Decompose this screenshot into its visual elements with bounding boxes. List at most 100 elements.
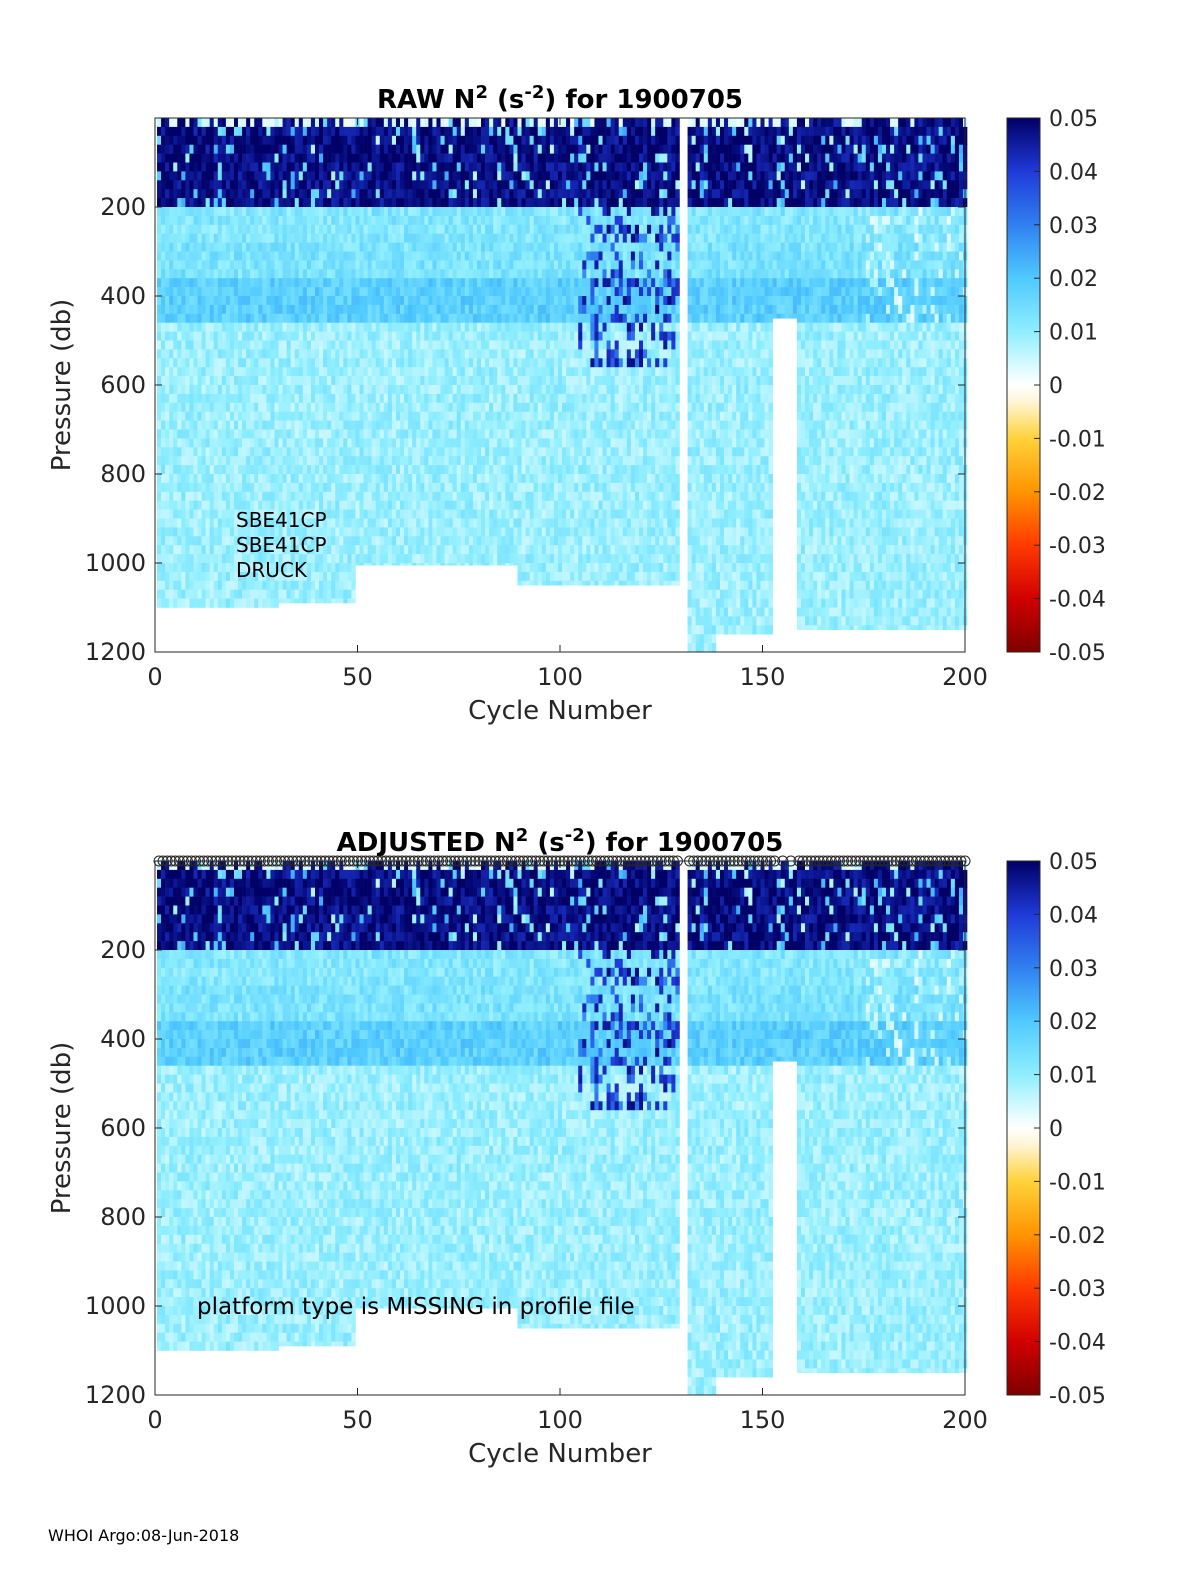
heatmap-cell (408, 189, 413, 199)
heatmap-cell (246, 180, 251, 190)
heatmap-cell (387, 224, 393, 234)
heatmap-cell (306, 242, 312, 252)
heatmap-cell (201, 563, 206, 573)
heatmap-cell (266, 189, 271, 199)
heatmap-cell (501, 331, 506, 341)
heatmap-cell (464, 491, 470, 501)
heatmap-cell (432, 349, 437, 359)
heatmap-cell (412, 198, 417, 208)
heatmap-cell (343, 402, 348, 412)
heatmap-cell (286, 251, 291, 261)
heatmap-cell (310, 491, 316, 501)
heatmap-cell (408, 465, 413, 475)
heatmap-cell (476, 171, 482, 181)
heatmap-cell (327, 536, 332, 546)
heatmap-cell (481, 215, 486, 226)
heatmap-cell (310, 500, 316, 510)
heatmap-cell (533, 162, 539, 172)
heatmap-cell (460, 118, 466, 128)
heatmap-cell (448, 420, 453, 430)
heatmap-cell (286, 313, 291, 323)
heatmap-cell (229, 385, 235, 395)
heatmap-cell (444, 215, 449, 226)
heatmap-cell (274, 545, 279, 555)
heatmap-cell (213, 144, 219, 154)
heatmap-cell (448, 518, 453, 528)
heatmap-cell (262, 491, 267, 501)
heatmap-cell (424, 296, 429, 306)
heatmap-cell (387, 500, 393, 510)
heatmap-cell (197, 251, 202, 261)
heatmap-cell (258, 126, 263, 137)
heatmap-cell (233, 429, 239, 439)
heatmap-cell (327, 215, 332, 226)
heatmap-cell (420, 313, 425, 323)
heatmap-cell (169, 527, 174, 537)
heatmap-cell (485, 153, 490, 163)
heatmap-cell (408, 545, 413, 555)
heatmap-cell (481, 402, 486, 412)
heatmap-cell (270, 465, 275, 475)
heatmap-cell (185, 313, 190, 323)
heatmap-cell (331, 385, 336, 395)
heatmap-cell (456, 242, 462, 252)
heatmap-cell (416, 180, 421, 190)
heatmap-cell (314, 411, 320, 421)
heatmap-cell (161, 554, 166, 564)
heatmap-cell (286, 598, 291, 604)
heatmap-cell (286, 456, 291, 466)
heatmap-cell (177, 598, 182, 608)
heatmap-cell (165, 536, 170, 546)
heatmap-cell (229, 527, 235, 537)
heatmap-cell (221, 474, 227, 484)
heatmap-cell (472, 313, 478, 323)
heatmap-cell (416, 322, 421, 332)
heatmap-cell (440, 411, 445, 421)
heatmap-cell (460, 340, 466, 350)
heatmap-cell (221, 189, 227, 199)
heatmap-cell (157, 358, 162, 368)
heatmap-cell (302, 135, 308, 145)
heatmap-cell (424, 126, 429, 137)
heatmap-cell (464, 198, 470, 208)
heatmap-cell (282, 554, 287, 564)
heatmap-cell (221, 322, 227, 332)
heatmap-cell (213, 580, 219, 590)
heatmap-cell (420, 331, 425, 341)
heatmap-cell (468, 474, 474, 484)
heatmap-cell (533, 482, 539, 493)
heatmap-cell (213, 563, 219, 573)
heatmap-cell (335, 189, 340, 199)
heatmap-cell (262, 402, 267, 412)
heatmap-cell (177, 465, 182, 475)
heatmap-cell (185, 545, 190, 555)
heatmap-cell (464, 447, 470, 457)
heatmap-cell (258, 322, 263, 332)
heatmap-cell (355, 420, 360, 430)
heatmap-cell (521, 429, 526, 439)
heatmap-cell (157, 349, 162, 359)
heatmap-cell (161, 251, 166, 261)
heatmap-cell (525, 376, 530, 386)
heatmap-cell (201, 465, 206, 475)
heatmap-cell (517, 393, 522, 404)
heatmap-cell (355, 518, 360, 528)
heatmap-cell (310, 260, 316, 270)
heatmap-cell (387, 420, 393, 430)
heatmap-cell (306, 349, 312, 359)
heatmap-cell (371, 500, 377, 510)
heatmap-cell (481, 340, 486, 350)
heatmap-cell (509, 233, 514, 243)
heatmap-cell (501, 474, 506, 484)
heatmap-cell (404, 438, 409, 448)
heatmap-cell (327, 420, 332, 430)
heatmap-cell (254, 215, 259, 226)
heatmap-cell (221, 402, 227, 412)
heatmap-cell (165, 313, 170, 323)
heatmap-cell (335, 447, 340, 457)
heatmap-cell (181, 207, 186, 217)
heatmap-cell (404, 322, 409, 332)
heatmap-cell (513, 162, 518, 172)
heatmap-cell (254, 269, 259, 279)
heatmap-cell (521, 189, 526, 199)
